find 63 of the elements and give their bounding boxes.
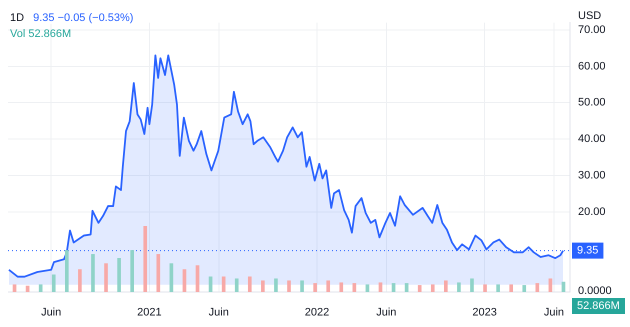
bar	[392, 283, 396, 292]
bar	[418, 285, 422, 292]
bar	[562, 282, 566, 292]
bar	[248, 276, 252, 292]
x-tick-label: 2023	[472, 306, 497, 319]
text: 52.866M	[572, 298, 625, 314]
bar	[234, 278, 239, 292]
bar	[470, 278, 474, 292]
bar	[222, 276, 226, 292]
bar	[196, 265, 200, 292]
y-tick-label: 20.00	[578, 206, 606, 218]
bar	[326, 280, 330, 292]
bar	[522, 285, 526, 292]
annotation: Vol 52.866M	[10, 28, 72, 40]
y-tick-label: 60.00	[578, 60, 606, 72]
x-tick-label: Juin	[544, 306, 564, 319]
bar	[404, 283, 408, 292]
x-tick-label: 2021	[137, 306, 162, 319]
bar	[378, 282, 382, 292]
bar	[208, 276, 212, 292]
bar	[352, 283, 356, 292]
y-tick-label: 70.00	[578, 24, 606, 36]
bar	[156, 254, 160, 292]
bar	[496, 284, 500, 292]
bar	[12, 284, 16, 292]
bar	[300, 280, 304, 292]
bar	[366, 284, 370, 292]
text: 0.0000	[578, 284, 612, 298]
bar	[444, 280, 448, 292]
y-tick-label: 30.00	[578, 170, 606, 182]
x-tick-label: 2022	[304, 306, 330, 319]
bar	[535, 283, 540, 292]
y-axis-title: USD	[578, 10, 602, 22]
bar	[339, 282, 344, 292]
ref-line-label: 9.35	[577, 244, 598, 257]
bar	[483, 284, 487, 292]
bar	[457, 282, 461, 292]
bar	[548, 278, 552, 292]
bar	[104, 263, 108, 292]
y-tick-label: 50.00	[578, 96, 606, 109]
bar	[38, 284, 43, 292]
bar	[287, 280, 291, 292]
x-tick-label: Juin	[208, 306, 229, 319]
bar	[430, 284, 435, 292]
chart-title: 1D	[10, 12, 24, 24]
bar	[143, 226, 148, 292]
bar	[117, 258, 121, 292]
bar	[91, 254, 95, 292]
bar	[64, 250, 69, 292]
bar	[170, 263, 174, 292]
x-tick-label: Juin	[376, 306, 396, 319]
bar	[78, 269, 82, 292]
bar	[274, 278, 278, 292]
x-tick-label: Juin	[41, 306, 62, 319]
annotation: 9.35 −0.05 (−0.53%)	[33, 12, 134, 24]
bar	[261, 280, 265, 292]
bar	[182, 269, 186, 292]
bar	[509, 284, 514, 292]
bar	[313, 283, 317, 292]
bar	[26, 286, 30, 292]
y-tick-label: 40.00	[578, 133, 606, 146]
bar	[52, 274, 56, 292]
bar	[130, 250, 134, 292]
